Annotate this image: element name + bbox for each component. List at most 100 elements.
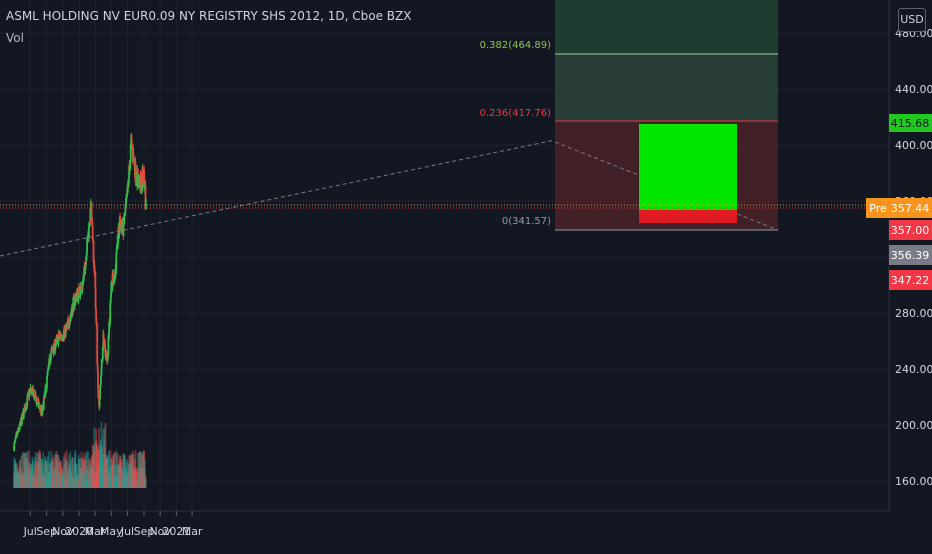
volume-bar: [52, 454, 55, 488]
volume-bar: [16, 471, 19, 488]
volume-bar: [60, 476, 63, 488]
candle-body: [38, 405, 41, 409]
volume-bar: [144, 479, 147, 488]
volume-bar: [17, 474, 19, 488]
volume-bar: [67, 467, 70, 488]
volume-bar: [61, 466, 64, 488]
trend-line-long[interactable]: [0, 139, 556, 257]
candle-body: [93, 265, 96, 273]
volume-bar: [59, 462, 62, 488]
volume-bar: [130, 454, 133, 488]
volume-bar: [92, 446, 95, 488]
candle-body: [65, 326, 68, 328]
volume-bar: [143, 468, 146, 488]
candle-body: [97, 389, 100, 399]
volume-study-label[interactable]: Vol: [6, 31, 24, 45]
volume-bar: [133, 467, 136, 488]
volume-bar: [139, 463, 142, 488]
volume-bar: [97, 449, 100, 488]
volume-bar: [104, 423, 107, 488]
position-loss-zone[interactable]: [639, 210, 737, 223]
candle-body: [64, 327, 67, 337]
volume-bar: [29, 463, 32, 488]
volume-bar: [100, 445, 103, 488]
volume-bar: [74, 467, 77, 488]
currency-button[interactable]: USD: [898, 8, 926, 32]
candle-body: [79, 292, 82, 296]
volume-bar: [15, 469, 18, 488]
volume-bar: [139, 451, 142, 488]
volume-bar: [55, 453, 58, 488]
volume-bar: [94, 471, 97, 488]
candle-body: [15, 434, 18, 436]
volume-bar: [88, 478, 90, 488]
volume-bar: [83, 452, 86, 488]
volume-bar: [77, 458, 80, 488]
volume-bar: [14, 464, 17, 488]
volume-bar: [98, 427, 100, 488]
volume-bar: [44, 462, 47, 488]
candle-body: [13, 443, 16, 451]
volume-bar: [87, 451, 90, 488]
volume-bar: [17, 469, 20, 488]
candle-body: [50, 349, 53, 351]
position-profit-zone[interactable]: [639, 124, 737, 210]
volume-bar: [62, 474, 64, 488]
volume-bar: [71, 475, 73, 488]
volume-bar: [122, 453, 125, 488]
volume-bar: [72, 456, 74, 488]
volume-bar: [22, 473, 25, 488]
candle-body: [107, 334, 110, 340]
volume-bar: [107, 455, 110, 488]
volume-bar: [61, 470, 64, 488]
volume-bar: [104, 446, 106, 488]
candle-body: [105, 351, 108, 356]
volume-bar: [120, 462, 123, 488]
volume-bar: [135, 472, 138, 488]
volume-bar: [33, 475, 36, 488]
volume-bar: [72, 479, 75, 488]
volume-bar: [54, 470, 57, 488]
volume-bar: [31, 461, 34, 488]
volume-bar: [86, 470, 89, 488]
symbol-title[interactable]: ASML HOLDING NV EUR0.09 NY REGISTRY SHS …: [6, 9, 412, 23]
volume-bar: [26, 478, 28, 488]
volume-bar: [104, 454, 107, 488]
volume-bar: [117, 454, 119, 488]
volume-bar: [93, 452, 96, 488]
volume-bar: [27, 467, 30, 488]
long-position-tool[interactable]: [639, 124, 737, 223]
volume-bar: [117, 465, 120, 488]
volume-bar: [44, 458, 46, 488]
price-axis[interactable]: 480.00440.00400.00360.00320.00280.00240.…: [866, 0, 932, 511]
volume-bar: [35, 460, 38, 488]
candle-body: [46, 376, 48, 389]
volume-bar: [126, 476, 129, 488]
volume-bar: [22, 452, 24, 488]
volume-bar: [113, 477, 116, 488]
candle-body: [78, 295, 81, 297]
volume-bar: [120, 479, 123, 488]
volume-bar: [18, 467, 21, 488]
volume-bar: [41, 473, 44, 488]
volume-bar: [141, 479, 144, 488]
volume-bar: [111, 465, 113, 488]
volume-bar: [89, 461, 92, 488]
volume-bar: [76, 476, 79, 488]
candle-body: [102, 332, 105, 346]
fib-zone-mid: [555, 54, 778, 121]
volume-bar: [128, 466, 130, 488]
volume-bar: [47, 451, 50, 488]
volume-bar: [93, 427, 96, 488]
candle-body: [25, 407, 28, 409]
volume-bar: [78, 479, 81, 488]
volume-bar: [141, 467, 144, 488]
volume-bar: [74, 450, 77, 488]
volume-bar: [116, 478, 119, 488]
volume-bar: [126, 475, 129, 488]
volume-bar: [56, 460, 58, 488]
volume-bar: [57, 479, 60, 488]
